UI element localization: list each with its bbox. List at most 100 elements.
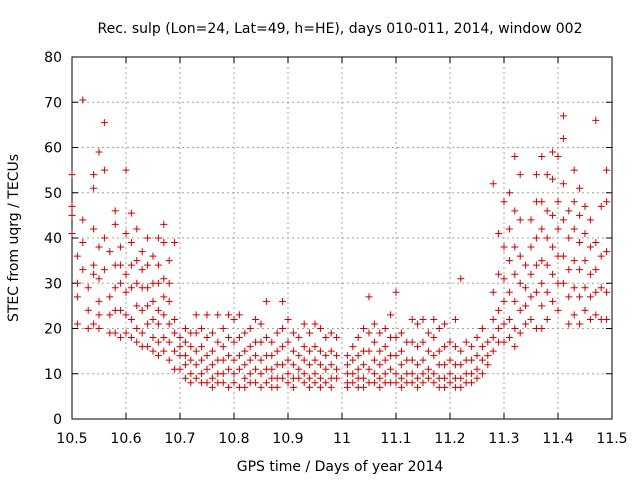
data-point-plus — [144, 302, 152, 310]
data-point-plus — [446, 379, 454, 387]
data-point-plus — [241, 361, 249, 369]
data-point-plus — [333, 365, 341, 373]
data-point-plus — [327, 361, 335, 369]
data-point-plus — [365, 347, 373, 355]
data-point-plus — [592, 116, 600, 124]
data-point-plus — [446, 338, 454, 346]
data-point-plus — [306, 374, 314, 382]
data-point-plus — [360, 374, 368, 382]
y-tick-label: 10 — [44, 367, 62, 383]
data-point-plus — [511, 270, 519, 278]
data-point-plus — [392, 352, 400, 360]
data-point-plus — [392, 379, 400, 387]
data-point-plus — [181, 352, 189, 360]
data-point-plus — [289, 383, 297, 391]
data-point-plus — [160, 239, 168, 247]
data-point-plus — [144, 234, 152, 242]
data-point-plus — [500, 275, 508, 283]
data-point-plus — [343, 352, 351, 360]
data-point-plus — [138, 248, 146, 256]
data-point-plus — [95, 148, 103, 156]
data-point-plus — [527, 243, 535, 251]
x-tick-label: 11.1 — [380, 431, 411, 447]
data-point-plus — [160, 311, 168, 319]
data-point-plus — [252, 352, 260, 360]
data-point-plus — [473, 365, 481, 373]
grid-lines — [72, 57, 612, 419]
data-point-plus — [419, 338, 427, 346]
data-point-plus — [176, 365, 184, 373]
data-point-plus — [279, 297, 287, 305]
data-point-plus — [225, 352, 233, 360]
data-point-plus — [543, 288, 551, 296]
data-point-plus — [306, 383, 314, 391]
data-point-plus — [511, 297, 519, 305]
data-point-plus — [306, 329, 314, 337]
data-point-plus — [122, 288, 130, 296]
x-tick-label: 10.7 — [164, 431, 195, 447]
data-point-plus — [559, 134, 567, 142]
data-point-plus — [322, 379, 330, 387]
data-point-plus — [122, 270, 130, 278]
data-point-plus — [570, 311, 578, 319]
data-point-plus — [500, 243, 508, 251]
data-point-plus — [160, 275, 168, 283]
data-point-plus — [543, 171, 551, 179]
x-tick-label: 11.2 — [434, 431, 465, 447]
data-point-plus — [327, 383, 335, 391]
data-point-plus — [586, 243, 594, 251]
data-point-plus — [165, 297, 173, 305]
data-point-plus — [397, 361, 405, 369]
data-point-plus — [478, 325, 486, 332]
data-point-plus — [522, 320, 530, 328]
data-point-plus — [397, 329, 405, 337]
data-point-plus — [284, 356, 292, 364]
data-point-plus — [208, 383, 216, 391]
data-point-plus — [354, 365, 362, 373]
data-point-plus — [360, 325, 368, 332]
data-point-plus — [414, 343, 422, 351]
data-point-plus — [473, 374, 481, 382]
data-point-plus — [235, 365, 243, 373]
data-point-plus — [73, 293, 81, 301]
data-point-plus — [495, 325, 503, 332]
data-point-plus — [505, 225, 513, 233]
data-point-plus — [160, 220, 168, 228]
data-point-plus — [219, 356, 227, 364]
data-point-plus — [603, 248, 611, 256]
data-point-plus — [581, 202, 589, 210]
data-point-plus — [316, 361, 324, 369]
data-point-plus — [489, 334, 497, 342]
data-point-plus — [122, 329, 130, 337]
data-point-plus — [414, 374, 422, 382]
data-point-plus — [138, 306, 146, 314]
data-point-plus — [311, 370, 319, 378]
data-point-plus — [576, 184, 584, 192]
data-point-plus — [127, 315, 135, 323]
data-point-plus — [219, 325, 227, 332]
data-point-plus — [500, 338, 508, 346]
data-point-plus — [144, 261, 152, 269]
data-point-plus — [468, 370, 476, 378]
data-point-plus — [424, 374, 432, 382]
data-point-plus — [262, 297, 270, 305]
data-point-plus — [68, 202, 76, 210]
data-point-plus — [565, 207, 573, 215]
data-point-plus — [435, 325, 443, 332]
data-point-plus — [311, 356, 319, 364]
data-point-plus — [441, 383, 449, 391]
data-point-plus — [84, 325, 92, 332]
data-point-plus — [117, 261, 125, 269]
data-point-plus — [473, 334, 481, 342]
data-point-plus — [592, 311, 600, 319]
data-point-plus — [538, 325, 546, 332]
data-point-plus — [289, 329, 297, 337]
data-point-plus — [279, 361, 287, 369]
data-point-plus — [532, 234, 540, 242]
data-point-plus — [592, 266, 600, 274]
data-point-plus — [441, 361, 449, 369]
data-point-plus — [311, 320, 319, 328]
data-point-plus — [133, 338, 141, 346]
data-point-plus — [122, 166, 130, 174]
data-point-plus — [111, 220, 119, 228]
